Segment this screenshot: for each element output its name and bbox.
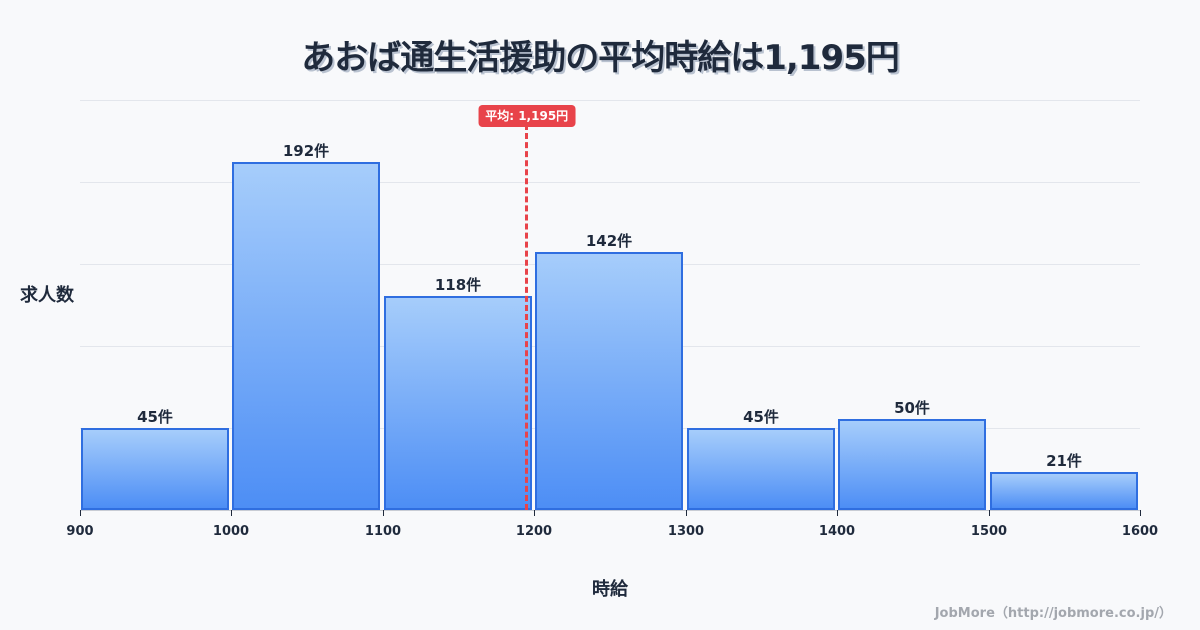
- histogram-bar: [384, 296, 532, 510]
- x-tick-label: 1400: [818, 524, 856, 539]
- gridline: [80, 100, 1140, 101]
- bar-value-label: 118件: [434, 276, 482, 294]
- credit-text: JobMore（http://jobmore.co.jp/）: [934, 606, 1172, 621]
- x-tick-mark: [989, 510, 990, 516]
- x-axis-label: 時給: [592, 579, 628, 600]
- bar-value-label: 50件: [894, 399, 930, 417]
- bar-value-label: 142件: [585, 232, 633, 250]
- x-tick-label: 1200: [515, 524, 553, 539]
- bar-value-label: 21件: [1046, 452, 1082, 470]
- x-tick-label: 1100: [364, 524, 402, 539]
- x-tick-mark: [231, 510, 232, 516]
- x-tick-label: 1500: [970, 524, 1008, 539]
- x-tick-label: 1300: [667, 524, 705, 539]
- x-tick-mark: [837, 510, 838, 516]
- x-tick-label: 1600: [1121, 524, 1159, 539]
- x-tick-label: 1000: [212, 524, 250, 539]
- histogram-bar: [232, 162, 380, 510]
- histogram-bar: [838, 419, 986, 510]
- histogram-bar: [687, 428, 835, 510]
- plot-area: 45件 192件 118件 142件 45件 50件 21件 平均: 1,195円 900 1…: [66, 100, 1158, 539]
- gridline: [80, 182, 1140, 183]
- x-tick-mark: [686, 510, 687, 516]
- x-tick-mark: [1140, 510, 1141, 516]
- bar-value-label: 45件: [743, 408, 779, 426]
- histogram-bar: [990, 472, 1138, 510]
- histogram-bar: [81, 428, 229, 510]
- x-axis-line: [80, 510, 1140, 511]
- x-tick-mark: [80, 510, 81, 516]
- x-tick-mark: [383, 510, 384, 516]
- bar-value-label: 45件: [137, 408, 173, 426]
- x-tick-label: 900: [66, 524, 94, 539]
- mean-line: [525, 124, 529, 510]
- mean-badge: 平均: 1,195円: [478, 105, 576, 127]
- y-axis-label: 求人数: [20, 285, 74, 306]
- x-tick-mark: [534, 510, 535, 516]
- chart-title: あおば通生活援助の平均時給は1,195円: [301, 38, 900, 78]
- bar-value-label: 192件: [282, 142, 330, 160]
- histogram-bar: [535, 252, 683, 510]
